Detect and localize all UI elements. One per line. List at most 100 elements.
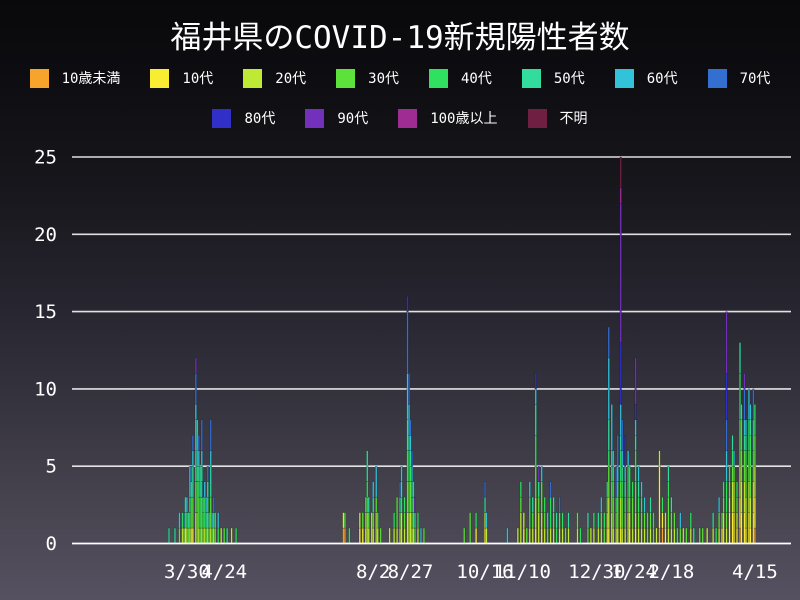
bar-segment (735, 496, 738, 513)
bar (649, 496, 652, 544)
bar-segment (744, 466, 747, 498)
x-axis-label: 11/10 (494, 561, 551, 583)
bar-segment (616, 435, 619, 467)
bar-segment (372, 496, 375, 513)
bar-segment (506, 527, 509, 544)
bar (558, 496, 561, 544)
bar-segment (706, 527, 709, 544)
bar (567, 512, 570, 544)
bar-segment (546, 512, 549, 529)
bar-segment (600, 527, 603, 544)
bar (592, 512, 595, 544)
bar-segment (409, 419, 412, 436)
bar-segment (528, 481, 531, 498)
bar (616, 435, 619, 544)
bar-segment (634, 481, 637, 513)
bar (579, 527, 582, 544)
y-axis-label: 15 (34, 301, 57, 323)
legend-swatch (336, 68, 356, 88)
bar-segment (194, 373, 197, 405)
bar-segment (628, 466, 631, 498)
bar-segment (408, 373, 411, 405)
bar-segment (738, 342, 741, 374)
bar-segment (624, 527, 627, 544)
bar-segment (655, 527, 658, 544)
legend-swatch (707, 68, 727, 88)
bar (516, 527, 519, 544)
bar-segment (230, 527, 233, 544)
bar-segment (753, 404, 756, 436)
bars (167, 156, 756, 544)
bar-segment (586, 512, 589, 529)
bar-segment (631, 496, 634, 529)
legend-item: 10歳未満 (29, 68, 120, 88)
bar-segment (637, 466, 640, 482)
bar (396, 496, 399, 544)
bar-segment (600, 512, 603, 529)
bar-segment (664, 512, 667, 529)
bar (752, 388, 755, 544)
bar-segment (640, 512, 643, 529)
bar (537, 466, 540, 544)
bar-segment (543, 512, 546, 529)
bar-segment (367, 496, 370, 513)
bar-segment (376, 527, 379, 544)
bar-segment (616, 481, 619, 498)
bar-segment (372, 527, 375, 544)
bar-segment (689, 512, 692, 529)
bar-segment (178, 527, 181, 544)
bar-segment (475, 512, 478, 529)
bar-segment (567, 512, 570, 529)
bar-segment (679, 512, 682, 529)
bar-segment (631, 527, 634, 544)
bar-segment (740, 450, 743, 482)
bar-segment (586, 527, 589, 544)
legend-label: 60代 (646, 71, 678, 87)
bar (576, 512, 579, 544)
bar-segment (616, 496, 619, 529)
bar-segment (367, 512, 370, 529)
bar-segment (753, 466, 756, 498)
bar (612, 450, 615, 544)
legend-label: 70代 (739, 71, 771, 87)
bar-segment (200, 419, 203, 451)
bar-segment (676, 527, 679, 544)
bar-segment (226, 527, 229, 544)
bar-segment (612, 466, 615, 482)
bar-segment (534, 496, 537, 529)
bar (191, 435, 194, 544)
bar-segment (411, 466, 414, 482)
bar (634, 357, 637, 544)
bar-segment (576, 527, 579, 544)
bar-segment (531, 512, 534, 529)
bar (379, 527, 382, 544)
bar-segment (744, 450, 747, 467)
bar-segment (646, 512, 649, 529)
bar-segment (627, 450, 630, 467)
bar-segment (619, 187, 622, 204)
legend-item: 80代 (212, 108, 275, 128)
bar-segment (664, 527, 667, 544)
bar-segment (555, 512, 558, 529)
bar-segment (549, 527, 552, 544)
bar-segment (749, 496, 752, 529)
bar-segment (728, 512, 731, 544)
bar (637, 466, 640, 544)
bar (619, 156, 622, 544)
y-axis-label: 5 (46, 456, 57, 478)
bar (685, 527, 688, 544)
bar-segment (519, 496, 522, 513)
bar (223, 527, 226, 544)
bar-segment (203, 481, 206, 498)
bar-segment (366, 481, 369, 498)
legend-item: 不明 (527, 108, 588, 128)
bar-segment (519, 481, 522, 498)
bar-segment (469, 512, 472, 544)
legend-label: 100歳以上 (430, 111, 498, 127)
bar-segment (528, 496, 531, 529)
bar-segment (235, 527, 238, 544)
bar-segment (673, 512, 676, 529)
bar-segment (722, 512, 725, 544)
bar (670, 496, 673, 544)
